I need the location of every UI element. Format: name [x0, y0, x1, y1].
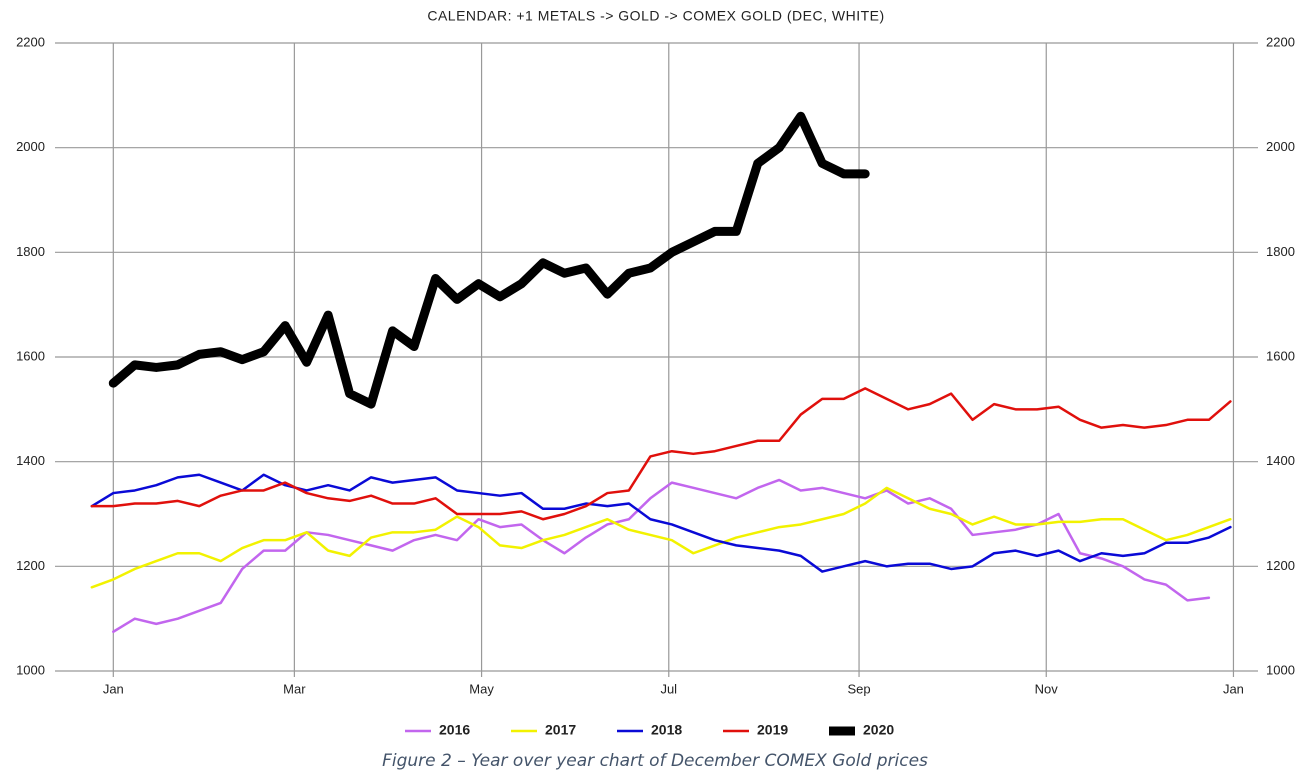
caption: Figure 2 – Year over year chart of Decem…	[382, 751, 928, 771]
x-tick-label: Jul	[660, 681, 677, 696]
y-tick-label: 1800	[16, 244, 45, 259]
series-line	[108, 111, 870, 409]
x-tick-label: Sep	[847, 681, 870, 696]
y-tick-label: 1000	[16, 662, 45, 677]
legend-label: 2016	[439, 722, 470, 738]
x-tick-label: Nov	[1035, 681, 1059, 696]
chart-title: CALENDAR: +1 METALS -> GOLD -> COMEX GOL…	[427, 8, 884, 24]
series-line	[112, 478, 1211, 633]
y2-tick-label: 1600	[1266, 348, 1295, 363]
y-tick-label: 2000	[16, 139, 45, 154]
x-tick-label: May	[469, 681, 494, 696]
y2-tick-label: 1200	[1266, 558, 1295, 573]
y2-tick-label: 1800	[1266, 244, 1295, 259]
y-tick-label: 2200	[16, 34, 45, 49]
y-tick-label: 1200	[16, 558, 45, 573]
x-tick-label: Mar	[283, 681, 306, 696]
series-line	[90, 486, 1232, 589]
y2-tick-label: 1000	[1266, 662, 1295, 677]
y-tick-label: 1600	[16, 348, 45, 363]
x-tick-label: Jan	[103, 681, 124, 696]
y2-tick-label: 2200	[1266, 34, 1295, 49]
legend-label: 2018	[651, 722, 682, 738]
legend-label: 2019	[757, 722, 788, 738]
y2-tick-label: 1400	[1266, 453, 1295, 468]
x-tick-label: Jan	[1223, 681, 1244, 696]
y2-tick-label: 2000	[1266, 139, 1295, 154]
y-tick-label: 1400	[16, 453, 45, 468]
legend-label: 2020	[863, 722, 894, 738]
legend-label: 2017	[545, 722, 576, 738]
series-line	[90, 387, 1232, 521]
